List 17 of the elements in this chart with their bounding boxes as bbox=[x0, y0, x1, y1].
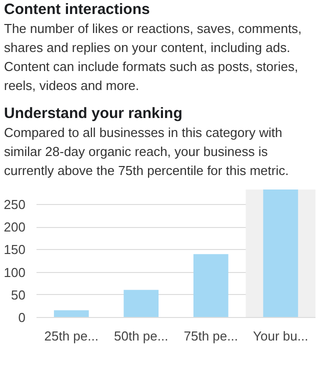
y-tick-label: 150 bbox=[4, 242, 26, 257]
bar bbox=[54, 310, 89, 318]
x-tick-label: 25th pe... bbox=[44, 328, 98, 344]
chart-title: Content interactions bbox=[4, 1, 150, 19]
y-tick-label: 100 bbox=[4, 264, 26, 280]
y-tick-label: 200 bbox=[4, 219, 26, 234]
chart-subtitle: The number of likes or reactions, saves, comments, shares and replies on your content, including ads. Content can include formats such as posts, stories, reels, videos and more. bbox=[4, 20, 303, 96]
y-tick-label: 0 bbox=[18, 310, 26, 325]
x-tick-label: Your bu... bbox=[253, 328, 308, 344]
x-tick-label: 75th pe... bbox=[184, 328, 238, 344]
y-tick-label: 250 bbox=[4, 196, 26, 212]
x-tick-label: 50th pe... bbox=[114, 328, 168, 344]
bar bbox=[193, 254, 228, 318]
text: Understand your ranking bbox=[4, 105, 182, 124]
bar bbox=[124, 289, 159, 318]
text: Compared to all businesses in this category with similar 28-day organic reach, your business is currently above the 75th percentile for this metric. bbox=[4, 124, 290, 180]
y-tick-label: 50 bbox=[11, 286, 26, 302]
